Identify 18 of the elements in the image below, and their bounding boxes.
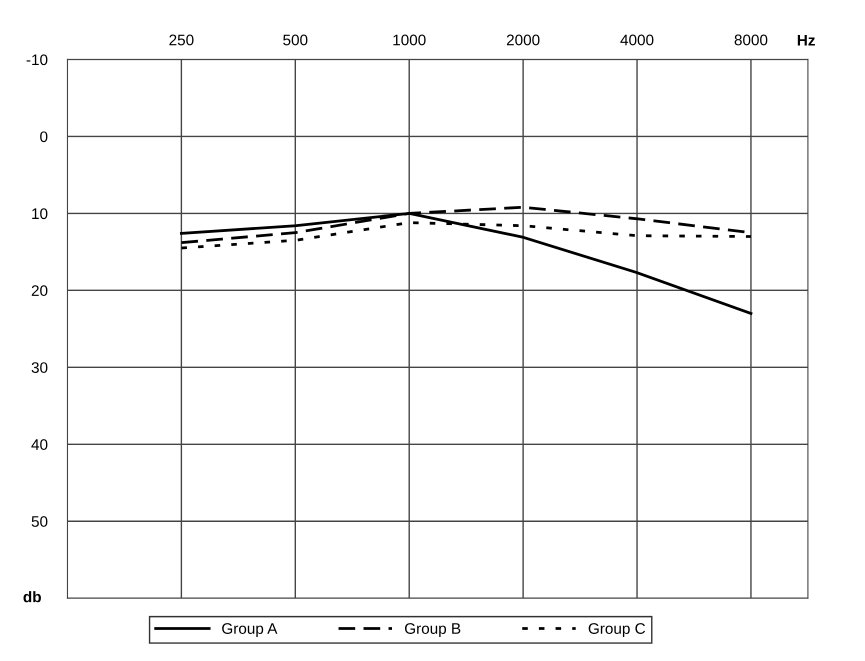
y-tick-label: 10 xyxy=(32,208,48,220)
x-axis-title: Hz xyxy=(798,35,815,46)
x-tick-label: 2000 xyxy=(506,34,540,46)
y-tick-label: -10 xyxy=(26,54,48,66)
x-tick-label: 250 xyxy=(169,34,194,46)
y-axis-title: db xyxy=(24,591,41,602)
legend-label: Group C xyxy=(588,623,646,637)
x-tick-label: 500 xyxy=(283,34,308,46)
legend-label: Group A xyxy=(222,623,278,637)
x-tick-label: 1000 xyxy=(393,34,426,46)
x-tick-label: 4000 xyxy=(620,34,654,46)
y-tick-label: 0 xyxy=(40,131,48,142)
legend-label: Group B xyxy=(404,623,460,637)
y-tick-label: 50 xyxy=(32,516,48,527)
y-tick-label: 40 xyxy=(31,439,48,450)
y-tick-label: 20 xyxy=(32,285,48,296)
x-tick-label: 8000 xyxy=(734,34,768,46)
y-tick-label: 30 xyxy=(32,362,48,374)
